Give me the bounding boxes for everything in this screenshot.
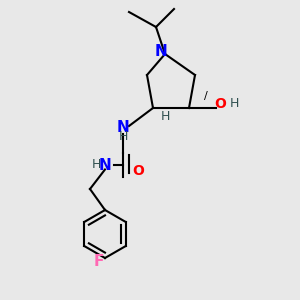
Text: H: H — [91, 158, 101, 172]
Text: H: H — [118, 130, 128, 143]
Text: H: H — [229, 97, 239, 110]
Text: F: F — [94, 254, 104, 268]
Text: /: / — [204, 91, 208, 101]
Text: H: H — [160, 110, 170, 124]
Text: O: O — [214, 97, 226, 110]
Text: N: N — [154, 44, 167, 59]
Text: N: N — [117, 120, 129, 135]
Text: N: N — [99, 158, 111, 172]
Text: O: O — [132, 164, 144, 178]
